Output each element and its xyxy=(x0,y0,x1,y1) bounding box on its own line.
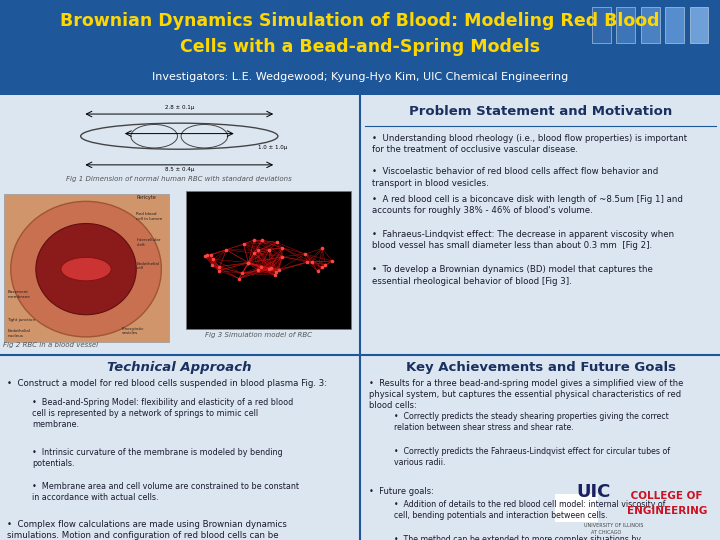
Text: •  Fahraeus-Lindqvist effect: The decrease in apparent viscosity when
blood vess: • Fahraeus-Lindqvist effect: The decreas… xyxy=(372,230,675,251)
Text: COLLEGE OF: COLLEGE OF xyxy=(627,491,702,501)
FancyBboxPatch shape xyxy=(4,193,168,342)
Text: ENGINEERING: ENGINEERING xyxy=(627,506,707,516)
Point xyxy=(264,245,275,254)
Point xyxy=(255,263,266,272)
Text: Intercellular
cleft: Intercellular cleft xyxy=(136,238,161,247)
FancyBboxPatch shape xyxy=(555,494,598,522)
Point xyxy=(220,246,232,254)
Point xyxy=(320,260,331,269)
FancyBboxPatch shape xyxy=(592,6,611,43)
Point xyxy=(276,253,288,261)
Point xyxy=(248,235,260,244)
Text: Investigators: L.E. Wedgewood; Kyung-Hyo Kim, UIC Chemical Engineering: Investigators: L.E. Wedgewood; Kyung-Hyo… xyxy=(152,72,568,83)
Text: •  Bead-and-Spring Model: flexibility and elasticity of a red blood
cell is repr: • Bead-and-Spring Model: flexibility and… xyxy=(32,397,294,429)
Text: •  To develop a Brownian dynamics (BD) model that captures the
essential rheolog: • To develop a Brownian dynamics (BD) mo… xyxy=(372,265,653,286)
Point xyxy=(265,264,276,273)
Text: Brownian Dynamics Simulation of Blood: Modeling Red Blood: Brownian Dynamics Simulation of Blood: M… xyxy=(60,12,660,30)
Point xyxy=(207,255,219,264)
Point xyxy=(243,258,254,267)
Point xyxy=(238,240,249,249)
FancyBboxPatch shape xyxy=(186,191,351,329)
FancyBboxPatch shape xyxy=(0,0,720,94)
Text: Tight junction: Tight junction xyxy=(7,318,35,322)
FancyBboxPatch shape xyxy=(641,6,660,43)
Text: •  Membrane area and cell volume are constrained to be constant
in accordance wi: • Membrane area and cell volume are cons… xyxy=(32,482,300,502)
Text: Red blood
cell in lumen: Red blood cell in lumen xyxy=(136,212,163,221)
Text: Technical Approach: Technical Approach xyxy=(107,361,251,374)
Text: Pinocytotic
vesicles: Pinocytotic vesicles xyxy=(122,327,145,335)
Point xyxy=(306,258,318,266)
Point xyxy=(236,269,248,278)
FancyBboxPatch shape xyxy=(616,6,635,43)
Point xyxy=(301,258,312,266)
Text: Problem Statement and Motivation: Problem Statement and Motivation xyxy=(409,105,672,118)
Text: 8.5 ± 0.4μ: 8.5 ± 0.4μ xyxy=(165,167,194,172)
Point xyxy=(312,267,323,275)
Ellipse shape xyxy=(61,258,111,281)
Text: Cells with a Bead-and-Spring Models: Cells with a Bead-and-Spring Models xyxy=(180,38,540,56)
Point xyxy=(316,263,328,272)
Text: •  Viscoelastic behavior of red blood cells affect flow behavior and
transport i: • Viscoelastic behavior of red blood cel… xyxy=(372,167,659,188)
Point xyxy=(317,244,328,253)
Point xyxy=(199,252,211,261)
Point xyxy=(271,238,283,247)
Point xyxy=(256,236,267,245)
Point xyxy=(273,265,284,274)
Ellipse shape xyxy=(36,224,136,315)
Text: Fig 3 Simulation model of RBC: Fig 3 Simulation model of RBC xyxy=(204,332,312,338)
Point xyxy=(271,267,282,276)
Text: •  A red blood cell is a biconcave disk with length of ~8.5um [Fig 1] and
accoun: • A red blood cell is a biconcave disk w… xyxy=(372,195,683,215)
Text: AT CHICAGO: AT CHICAGO xyxy=(591,530,621,535)
Text: •  Correctly predicts the Fahraeus-Lindqvist effect for circular tubes of
variou: • Correctly predicts the Fahraeus-Lindqv… xyxy=(394,447,670,467)
Text: UNIVERSITY OF ILLINOIS: UNIVERSITY OF ILLINOIS xyxy=(584,523,643,528)
Text: •  The method can be extended to more complex situations by
replacing the single: • The method can be extended to more com… xyxy=(394,535,645,540)
Point xyxy=(213,262,225,271)
Text: •  Intrinsic curvature of the membrane is modeled by bending
potentials.: • Intrinsic curvature of the membrane is… xyxy=(32,448,283,468)
Text: Key Achievements and Future Goals: Key Achievements and Future Goals xyxy=(406,361,676,374)
FancyBboxPatch shape xyxy=(690,6,708,43)
Point xyxy=(264,265,275,274)
Text: •  Complex flow calculations are made using Brownian dynamics
simulations. Motio: • Complex flow calculations are made usi… xyxy=(7,519,287,540)
Point xyxy=(233,274,245,283)
Text: Endothelial
cell: Endothelial cell xyxy=(136,261,159,270)
Point xyxy=(207,261,218,269)
Point xyxy=(326,256,338,265)
Text: 2.8 ± 0.1μ: 2.8 ± 0.1μ xyxy=(165,105,194,110)
Point xyxy=(269,271,281,279)
Text: Fig 2 RBC in a blood vessel: Fig 2 RBC in a blood vessel xyxy=(3,342,98,348)
Text: •  Results for a three bead-and-spring model gives a simplified view of the
phys: • Results for a three bead-and-spring mo… xyxy=(369,379,683,410)
Point xyxy=(248,249,260,258)
Text: Fig 1 Dimension of normal human RBC with standard deviations: Fig 1 Dimension of normal human RBC with… xyxy=(66,176,292,181)
Text: UIC: UIC xyxy=(577,483,611,501)
Text: 1.0 ± 1.0μ: 1.0 ± 1.0μ xyxy=(258,145,287,150)
Point xyxy=(205,251,217,260)
Text: Pericyte: Pericyte xyxy=(136,195,156,200)
Text: •  Addition of details to the red blood cell model: internal viscosity of
cell, : • Addition of details to the red blood c… xyxy=(394,500,665,521)
Point xyxy=(213,266,225,275)
Point xyxy=(300,249,311,258)
Point xyxy=(276,244,288,252)
Ellipse shape xyxy=(11,201,161,337)
Text: •  Future goals:: • Future goals: xyxy=(369,487,433,496)
Text: Endothelial
nucleus: Endothelial nucleus xyxy=(7,329,30,338)
Text: •  Construct a model for red blood cells suspended in blood plasma Fig. 3:: • Construct a model for red blood cells … xyxy=(7,379,328,388)
Point xyxy=(253,246,264,254)
FancyBboxPatch shape xyxy=(665,6,684,43)
Point xyxy=(243,259,254,267)
Point xyxy=(252,266,264,274)
Text: •  Correctly predicts the steady shearing properties giving the correct
relation: • Correctly predicts the steady shearing… xyxy=(394,411,668,431)
Text: •  Understanding blood rheology (i.e., blood flow properties) is important
for t: • Understanding blood rheology (i.e., bl… xyxy=(372,133,688,154)
Text: Basement
membrane: Basement membrane xyxy=(7,290,30,299)
Point xyxy=(202,251,213,260)
